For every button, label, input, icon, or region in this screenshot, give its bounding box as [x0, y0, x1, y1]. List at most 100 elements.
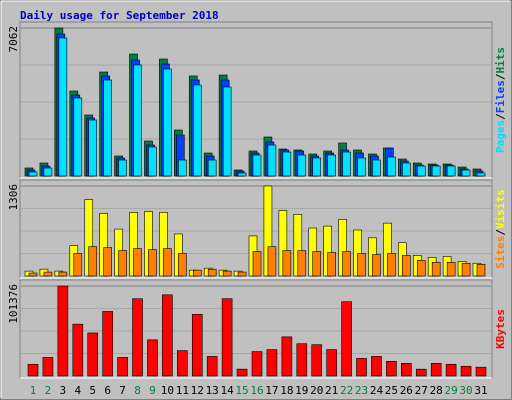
- legend-entry: Visits: [494, 189, 507, 229]
- bar: [72, 323, 84, 377]
- bar: [207, 159, 217, 177]
- x-tick-label: 18: [280, 384, 293, 397]
- bar: [237, 172, 247, 177]
- bar: [460, 365, 472, 377]
- bar: [102, 311, 113, 377]
- bar: [312, 157, 322, 177]
- bar: [88, 119, 98, 177]
- x-tick-label: 9: [149, 384, 156, 397]
- bar: [133, 64, 142, 177]
- bar: [342, 151, 351, 177]
- bar: [118, 250, 127, 277]
- bar: [401, 362, 412, 377]
- chart-title: Daily usage for September 2018: [20, 9, 219, 22]
- bar: [416, 260, 426, 277]
- x-tick-label: 16: [250, 384, 263, 397]
- bar: [252, 251, 262, 277]
- bar: [58, 271, 68, 277]
- y-tick-label: 7062: [7, 26, 20, 53]
- bar: [415, 368, 427, 377]
- x-tick-label: 29: [444, 384, 457, 397]
- bar: [357, 157, 366, 177]
- bar: [402, 162, 411, 177]
- bar: [446, 165, 456, 177]
- x-tick-label: 14: [221, 384, 235, 397]
- x-tick-label: 5: [89, 384, 96, 397]
- x-tick-label: 22: [340, 384, 353, 397]
- bar: [118, 159, 127, 177]
- bar: [267, 144, 277, 177]
- x-tick-label: 10: [161, 384, 174, 397]
- bar: [252, 154, 262, 177]
- bar: [341, 301, 352, 377]
- bar: [445, 363, 457, 377]
- bar: [461, 262, 471, 277]
- bar: [357, 253, 366, 277]
- legend-entry: Hits: [494, 47, 507, 74]
- bar: [342, 251, 351, 277]
- legend-separator: /: [494, 73, 507, 80]
- bar: [312, 251, 322, 277]
- x-tick-label: 17: [265, 384, 278, 397]
- x-tick-label: 3: [60, 384, 67, 397]
- bar: [178, 253, 187, 277]
- bar: [73, 97, 83, 177]
- x-tick-label: 31: [474, 384, 487, 397]
- bar: [163, 248, 172, 277]
- bar: [430, 362, 442, 377]
- bar: [267, 246, 277, 277]
- x-tick-label: 15: [235, 384, 248, 397]
- bar: [43, 271, 53, 277]
- bar: [163, 68, 172, 177]
- bar: [371, 356, 382, 377]
- bar: [192, 269, 202, 277]
- bar: [297, 154, 307, 177]
- x-tick-label: 13: [206, 384, 219, 397]
- bar: [476, 263, 486, 277]
- x-tick-label: 26: [400, 384, 413, 397]
- bar: [266, 349, 278, 377]
- bar: [88, 246, 98, 277]
- bar: [461, 169, 471, 177]
- y-tick-label: 101376: [7, 284, 20, 324]
- bar: [311, 344, 323, 377]
- bar: [148, 146, 157, 177]
- bar: [296, 343, 308, 377]
- x-tick-label: 28: [430, 384, 443, 397]
- x-tick-label: 7: [119, 384, 126, 397]
- x-tick-label: 8: [134, 384, 141, 397]
- bar: [476, 172, 486, 177]
- bar: [162, 294, 173, 377]
- legend-entry: Sites: [494, 236, 507, 269]
- x-tick-label: 23: [355, 384, 368, 397]
- legend-entry: KBytes: [494, 309, 507, 349]
- bar: [206, 356, 218, 377]
- bar: [177, 350, 188, 377]
- bar: [133, 248, 142, 277]
- x-tick-label: 27: [415, 384, 428, 397]
- bar: [356, 358, 367, 377]
- bar: [386, 361, 397, 377]
- legend-separator: /: [494, 113, 507, 120]
- bar: [178, 159, 187, 177]
- bar: [326, 349, 337, 377]
- bar: [431, 261, 441, 277]
- x-tick-label: 12: [191, 384, 204, 397]
- bar: [372, 254, 381, 277]
- bar: [42, 357, 54, 377]
- bar: [431, 165, 441, 177]
- legend: KBytes: [494, 309, 507, 349]
- bar: [387, 253, 396, 277]
- legend: Sites/Visits: [494, 189, 507, 269]
- bar: [73, 253, 83, 277]
- x-tick-label: 2: [45, 384, 52, 397]
- x-tick-label: 4: [74, 384, 81, 397]
- x-tick-label: 19: [295, 384, 308, 397]
- y-tick-label: 1306: [7, 184, 20, 211]
- x-tick-label: 21: [325, 384, 338, 397]
- bar: [297, 250, 307, 277]
- bar: [282, 151, 292, 177]
- bar: [236, 368, 248, 377]
- bar: [372, 159, 381, 177]
